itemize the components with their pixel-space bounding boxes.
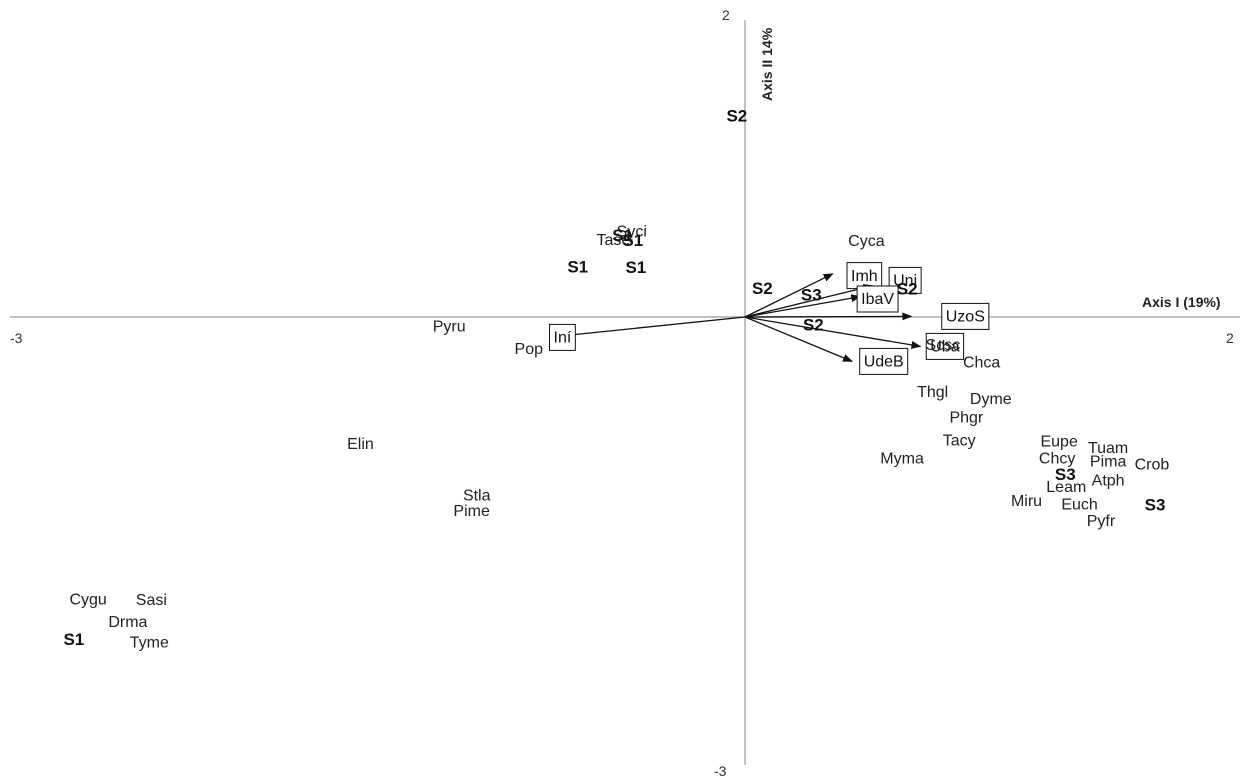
vector-box-in <box>549 323 576 351</box>
vector-label-in: Iní <box>554 330 572 347</box>
vector-label-imh: Imh <box>851 268 878 285</box>
vector-box-uba <box>925 332 965 360</box>
species-label-eupe: Eupe <box>1040 434 1077 451</box>
species-label-sasi: Sasi <box>136 592 167 609</box>
species-label-elin: Elin <box>347 436 374 453</box>
species-label-pyfr: Pyfr <box>1087 513 1116 530</box>
y-axis-title: Axis II 14% <box>759 27 775 101</box>
species-label-chcy: Chcy <box>1039 450 1075 467</box>
vector-box-udeb <box>859 347 909 375</box>
vector-arrow-uzos <box>744 312 913 321</box>
y-tick-label-max: 2 <box>722 7 730 23</box>
vector-arrow-imh <box>744 273 834 318</box>
species-label-thgl: Thgl <box>917 384 948 401</box>
site-label-s1: S1 <box>612 226 633 245</box>
species-label-pyru: Pyru <box>433 318 466 335</box>
site-label-s3: S3 <box>1145 495 1166 514</box>
species-label-tuam: Tuam <box>1088 440 1128 457</box>
species-label-miru: Miru <box>1011 493 1042 510</box>
species-label-crob: Crob <box>1135 456 1170 473</box>
vector-arrow-udeb <box>744 316 854 363</box>
vector-arrow-uba <box>744 316 922 349</box>
vector-label-uni: Uni <box>893 273 917 290</box>
species-label-stla: Stla <box>463 488 491 505</box>
species-label-pop: Pop <box>515 341 544 358</box>
site-label-s1: S1 <box>567 257 588 276</box>
vector-arrow-uni <box>744 284 874 318</box>
species-label-tase: Tase <box>597 232 631 249</box>
site-label-s3: S3 <box>801 285 822 304</box>
species-label-pima: Pima <box>1090 453 1127 470</box>
x-tick-label-min: -3 <box>10 330 23 346</box>
vector-label-uba: Uba <box>930 339 959 356</box>
y-tick-label-min: -3 <box>714 763 727 777</box>
species-label-pime: Pime <box>453 503 490 520</box>
species-label-syci: Syci <box>617 224 647 241</box>
site-label-s1: S1 <box>622 231 643 250</box>
site-label-s1: S1 <box>625 258 646 277</box>
species-label-phgr: Phgr <box>949 410 983 427</box>
species-label-cyca: Cyca <box>848 233 885 250</box>
vector-label-udeb: UdeB <box>864 354 904 371</box>
species-label-euch: Euch <box>1061 497 1097 514</box>
site-label-s2: S2 <box>803 315 824 334</box>
species-label-atph: Atph <box>1092 473 1125 490</box>
site-label-s2: S2 <box>726 107 747 126</box>
vector-box-ibav <box>856 285 899 313</box>
vector-label-ibav: IbaV <box>861 291 894 308</box>
species-label-chca: Chca <box>963 354 1000 371</box>
x-axis-title: Axis I (19%) <box>1142 294 1221 310</box>
species-label-tyme: Tyme <box>130 635 169 652</box>
species-label-scsc: Scsc <box>926 337 961 354</box>
site-label-s3: S3 <box>1055 465 1076 484</box>
x-tick-label-max: 2 <box>1226 330 1234 346</box>
species-label-leam: Leam <box>1046 479 1086 496</box>
site-label-s1: S1 <box>63 630 84 649</box>
vector-arrow-ibav <box>744 294 862 318</box>
vector-arrow-in <box>563 316 746 339</box>
species-label-dyme: Dyme <box>970 391 1012 408</box>
vector-label-uzos: UzoS <box>946 309 985 326</box>
species-label-tacy: Tacy <box>943 432 976 449</box>
site-label-s2: S2 <box>897 279 918 298</box>
site-label-s2: S2 <box>752 279 773 298</box>
species-label-drma: Drma <box>108 614 147 631</box>
species-label-myma: Myma <box>880 450 924 467</box>
vector-box-uzos <box>941 302 990 330</box>
species-label-cygu: Cygu <box>69 591 106 608</box>
vector-box-uni <box>888 266 922 294</box>
